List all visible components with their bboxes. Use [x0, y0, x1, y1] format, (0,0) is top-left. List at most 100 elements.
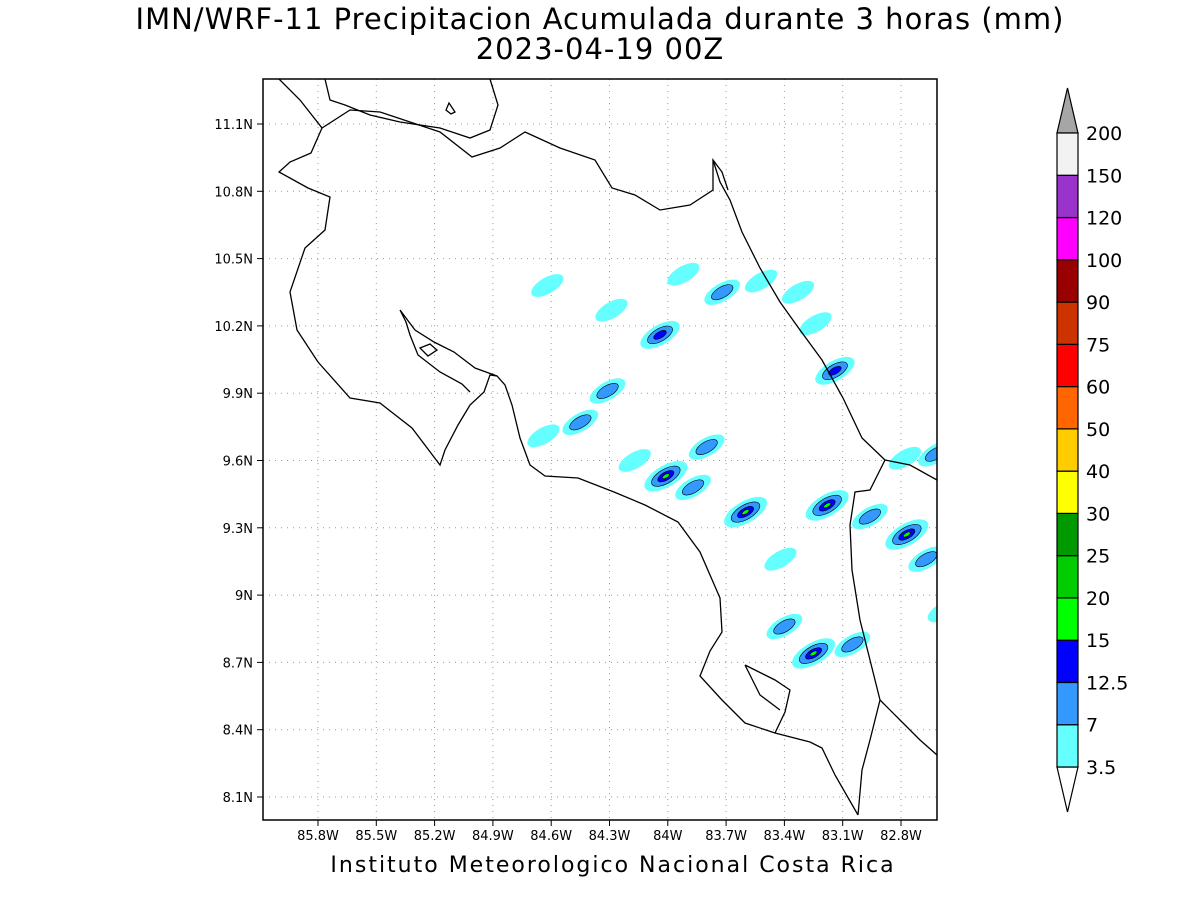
legend-swatch	[1056, 428, 1079, 472]
precip-cell	[589, 378, 626, 404]
color-legend: 3.5 7 12.5 15 20 25 30 40 50 60 75 90 100 120 150 200	[1056, 87, 1128, 813]
longitude-axis: 85.8W 85.5W 85.2W 84.9W 84.6W 84.3W 84W 83.7W 83…	[297, 820, 922, 844]
burica-peninsula	[879, 699, 937, 756]
ometepe-island	[445, 101, 456, 115]
y-tick-label: 9.6N	[223, 455, 253, 470]
panama-border	[849, 459, 886, 816]
precip-contour	[858, 508, 881, 525]
precip-contour	[744, 269, 778, 293]
precip-contour	[902, 531, 911, 538]
legend-label: 20	[1086, 588, 1110, 610]
legend-label: 40	[1086, 461, 1110, 483]
osa-peninsula-gulf	[744, 664, 791, 734]
precip-cell	[744, 269, 778, 293]
precip-contour	[781, 280, 815, 304]
legend-label: 90	[1086, 292, 1110, 314]
coastline-borders	[277, 79, 937, 816]
latitude-axis: 11.1N 10.8N 10.5N 10.2N 9.9N 9.6N 9.3N 9N 8.7N 8.…	[214, 118, 263, 806]
precip-contour	[823, 502, 832, 509]
y-tick-label: 8.7N	[223, 656, 253, 671]
precip-contour	[888, 446, 921, 470]
map-frame	[262, 78, 938, 821]
precip-cell	[852, 503, 888, 530]
precip-contour	[653, 330, 667, 340]
precip-contour	[741, 509, 750, 515]
precip-contour	[618, 449, 651, 472]
nicaragua-border	[321, 109, 729, 211]
nicoya-inlet	[399, 309, 498, 393]
legend-label: 12.5	[1086, 672, 1128, 694]
legend-swatch	[1056, 174, 1079, 219]
precip-contour	[531, 274, 564, 297]
legend-label: 100	[1086, 250, 1122, 272]
precip-cell	[918, 441, 937, 467]
precip-contour	[527, 424, 560, 448]
legend-label: 75	[1086, 334, 1110, 356]
x-tick-label: 85.5W	[355, 829, 397, 844]
precip-cell	[724, 496, 768, 528]
precip-cell	[640, 320, 680, 349]
precip-cell	[562, 409, 599, 436]
legend-swatch	[1056, 724, 1079, 768]
precip-contour	[809, 650, 818, 657]
precip-cell	[834, 631, 871, 658]
precip-contour	[924, 445, 937, 462]
graticule	[263, 79, 937, 820]
y-tick-label: 9.9N	[223, 387, 253, 402]
precip-cell	[527, 424, 560, 448]
legend-label: 3.5	[1086, 757, 1116, 779]
precip-cell	[667, 262, 700, 286]
legend-swatch	[1056, 555, 1079, 599]
x-tick-label: 82.8W	[880, 829, 922, 844]
precip-contour	[764, 547, 797, 571]
precip-cell	[781, 280, 815, 304]
precip-cell	[927, 599, 937, 623]
precipitation-field	[527, 262, 937, 669]
x-tick-label: 85.2W	[414, 829, 456, 844]
legend-label: 200	[1086, 123, 1122, 145]
precip-cell	[531, 274, 564, 297]
y-tick-label: 8.4N	[223, 724, 253, 739]
y-tick-label: 9.3N	[223, 522, 253, 537]
precip-contour	[773, 618, 796, 635]
legend-swatch	[1056, 301, 1079, 345]
legend-label: 7	[1086, 715, 1098, 737]
precip-contour	[682, 479, 705, 496]
legend-label: 50	[1086, 419, 1110, 441]
x-tick-label: 84.6W	[530, 829, 572, 844]
precip-cell	[792, 638, 836, 669]
lake-nicaragua-shore	[324, 79, 499, 139]
precip-cell	[764, 547, 797, 571]
precip-cell	[618, 449, 651, 472]
legend-swatch	[1056, 597, 1079, 641]
institution-credit: Instituto Meteorologico Nacional Costa R…	[330, 853, 896, 878]
y-tick-label: 10.2N	[214, 320, 253, 335]
precip-contour	[661, 473, 670, 480]
precip-cell	[799, 312, 832, 336]
legend-label: 150	[1086, 165, 1122, 187]
x-tick-label: 83.7W	[705, 829, 747, 844]
y-tick-label: 10.8N	[214, 185, 253, 200]
coastline-costa-rica	[277, 79, 859, 816]
x-tick-label: 85.8W	[297, 829, 339, 844]
legend-swatch	[1056, 132, 1079, 176]
legend-label: 60	[1086, 377, 1110, 399]
precip-cell	[766, 613, 803, 640]
x-tick-label: 84W	[653, 829, 683, 844]
precip-contour	[596, 383, 619, 399]
x-tick-label: 83.1W	[822, 829, 864, 844]
legend-swatch	[1056, 512, 1079, 557]
x-tick-label: 83.4W	[763, 829, 805, 844]
map-title: IMN/WRF-11 Precipitacion Acumulada duran…	[135, 2, 1065, 36]
legend-swatch	[1056, 681, 1079, 726]
legend-overflow-arrow	[1056, 87, 1079, 134]
precip-cell	[885, 519, 929, 550]
legend-label: 30	[1086, 503, 1110, 525]
precip-cell	[644, 460, 688, 492]
chira-island	[418, 343, 439, 357]
precip-cell	[815, 356, 855, 385]
legend-swatch	[1056, 386, 1079, 430]
precip-cell	[908, 546, 937, 572]
y-tick-label: 9N	[235, 589, 253, 604]
